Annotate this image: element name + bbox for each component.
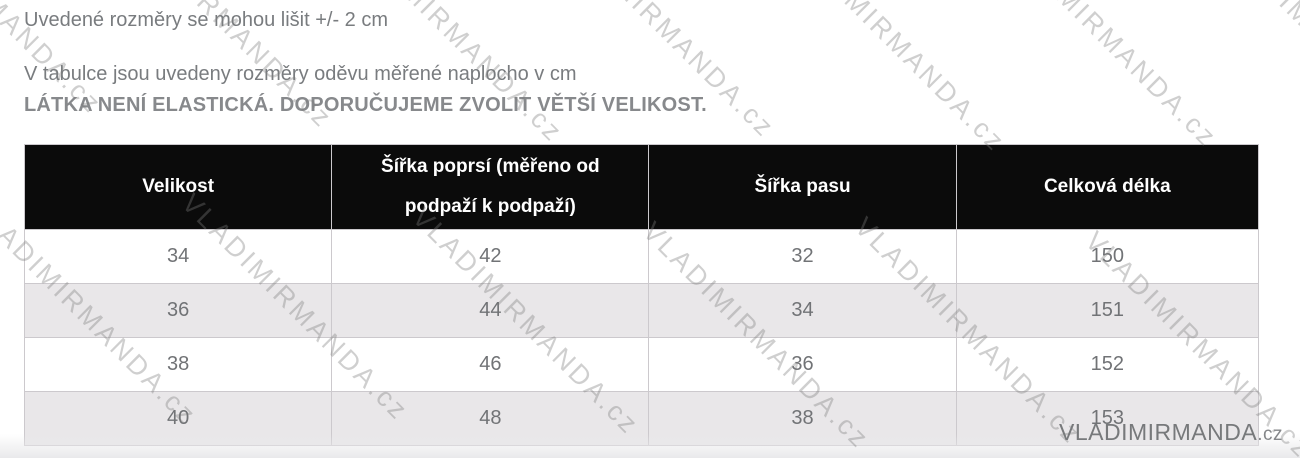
table-cell-waist: 34 bbox=[648, 283, 957, 338]
brand-logo: VLADIMIRMANDA.cz bbox=[1059, 419, 1283, 446]
brand-tld: .cz bbox=[1257, 424, 1283, 445]
table-cell-length: 151 bbox=[955, 283, 1260, 338]
size-table: Velikost Šířka poprsí (měřeno od podpaží… bbox=[23, 144, 1260, 446]
table-row: 38 46 36 152 bbox=[23, 337, 1260, 392]
column-header-size: Velikost bbox=[23, 144, 333, 230]
header-row: Velikost Šířka poprsí (měřeno od podpaží… bbox=[23, 144, 1260, 230]
table-row: 36 44 34 151 bbox=[23, 283, 1260, 338]
note-measurement: V tabulce jsou uvedeny rozměry oděvu měř… bbox=[24, 63, 577, 85]
table-cell-waist: 36 bbox=[648, 337, 957, 392]
table-cell-bust: 46 bbox=[331, 337, 650, 392]
table-cell-bust: 48 bbox=[331, 391, 650, 446]
table-cell-waist: 38 bbox=[648, 391, 957, 446]
column-header-waist-width: Šířka pasu bbox=[648, 144, 957, 230]
column-header-total-length: Celková délka bbox=[955, 144, 1260, 230]
size-table-body: 34 42 32 150 36 44 34 151 38 46 36 152 4… bbox=[23, 229, 1260, 446]
table-cell-length: 150 bbox=[955, 229, 1260, 284]
table-cell-length: 152 bbox=[955, 337, 1260, 392]
table-cell-size: 34 bbox=[23, 229, 333, 284]
table-cell-bust: 44 bbox=[331, 283, 650, 338]
table-cell-size: 40 bbox=[23, 391, 333, 446]
table-cell-waist: 32 bbox=[648, 229, 957, 284]
brand-name: VLADIMIRMANDA bbox=[1059, 419, 1258, 445]
note-tolerance: Uvedené rozměry se mohou lišit +/- 2 cm bbox=[24, 9, 389, 31]
table-row: 34 42 32 150 bbox=[23, 229, 1260, 284]
table-cell-size: 36 bbox=[23, 283, 333, 338]
table-cell-bust: 42 bbox=[331, 229, 650, 284]
column-header-bust-width: Šířka poprsí (měřeno od podpaží k podpaž… bbox=[331, 144, 650, 230]
table-cell-size: 38 bbox=[23, 337, 333, 392]
size-table-header: Velikost Šířka poprsí (měřeno od podpaží… bbox=[23, 144, 1260, 230]
note-fabric-warning: LÁTKA NENÍ ELASTICKÁ. DOPORUČUJEME ZVOLI… bbox=[24, 94, 707, 116]
